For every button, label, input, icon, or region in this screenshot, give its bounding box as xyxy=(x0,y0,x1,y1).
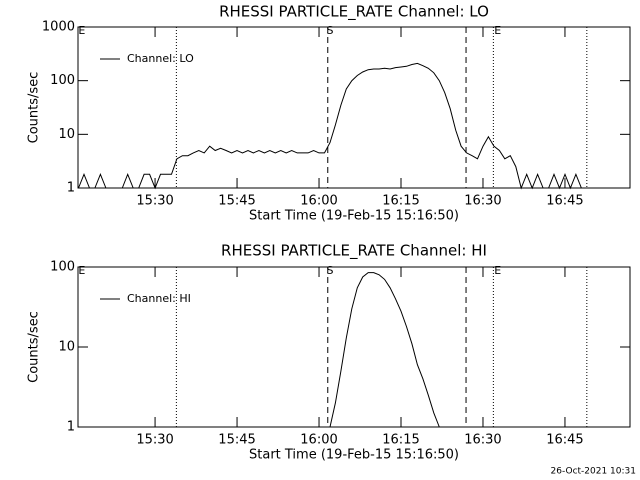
marker-label: E xyxy=(494,264,501,277)
legend-label: Channel: HI xyxy=(127,292,191,305)
marker-label: E xyxy=(494,24,501,37)
y-tick-label: 1 xyxy=(67,181,75,196)
y-tick-label: 10 xyxy=(58,340,75,355)
legend-label: Channel: LO xyxy=(127,52,194,65)
x-axis-label: Start Time (19-Feb-15 15:16:50) xyxy=(249,209,459,224)
y-axis-label: Counts/sec xyxy=(27,311,42,383)
y-tick-label: 1000 xyxy=(42,20,75,35)
footer: 26-Oct-2021 10:31 xyxy=(551,467,636,477)
x-tick-label: 16:15 xyxy=(382,433,419,448)
y-tick-label: 100 xyxy=(50,73,75,88)
x-tick-label: 16:15 xyxy=(382,194,419,209)
x-tick-label: 16:00 xyxy=(300,194,337,209)
chart-title: RHESSI PARTICLE_RATE Channel: HI xyxy=(221,242,487,261)
x-tick-label: 16:00 xyxy=(300,433,337,448)
marker-label: S xyxy=(326,264,333,277)
x-tick-label: 16:30 xyxy=(464,194,501,209)
y-tick-label: 1 xyxy=(67,420,75,435)
marker-label: S xyxy=(326,24,333,37)
x-tick-label: 16:30 xyxy=(464,433,501,448)
data-line xyxy=(329,272,440,428)
x-axis-label: Start Time (19-Feb-15 15:16:50) xyxy=(249,448,459,463)
x-tick-label: 15:30 xyxy=(136,433,173,448)
data-line xyxy=(78,62,587,190)
x-tick-label: 16:45 xyxy=(546,433,583,448)
x-tick-label: 15:30 xyxy=(136,194,173,209)
plot-frame xyxy=(77,26,631,189)
x-tick-label: 16:45 xyxy=(546,194,583,209)
marker-label: E xyxy=(78,24,85,37)
y-axis-label: Counts/sec xyxy=(27,72,42,144)
x-tick-label: 15:45 xyxy=(218,194,255,209)
x-tick-label: 15:45 xyxy=(218,433,255,448)
y-tick-label: 10 xyxy=(58,127,75,142)
y-tick-label: 100 xyxy=(50,260,75,275)
marker-label: E xyxy=(78,264,85,277)
chart-title: RHESSI PARTICLE_RATE Channel: LO xyxy=(219,3,489,22)
